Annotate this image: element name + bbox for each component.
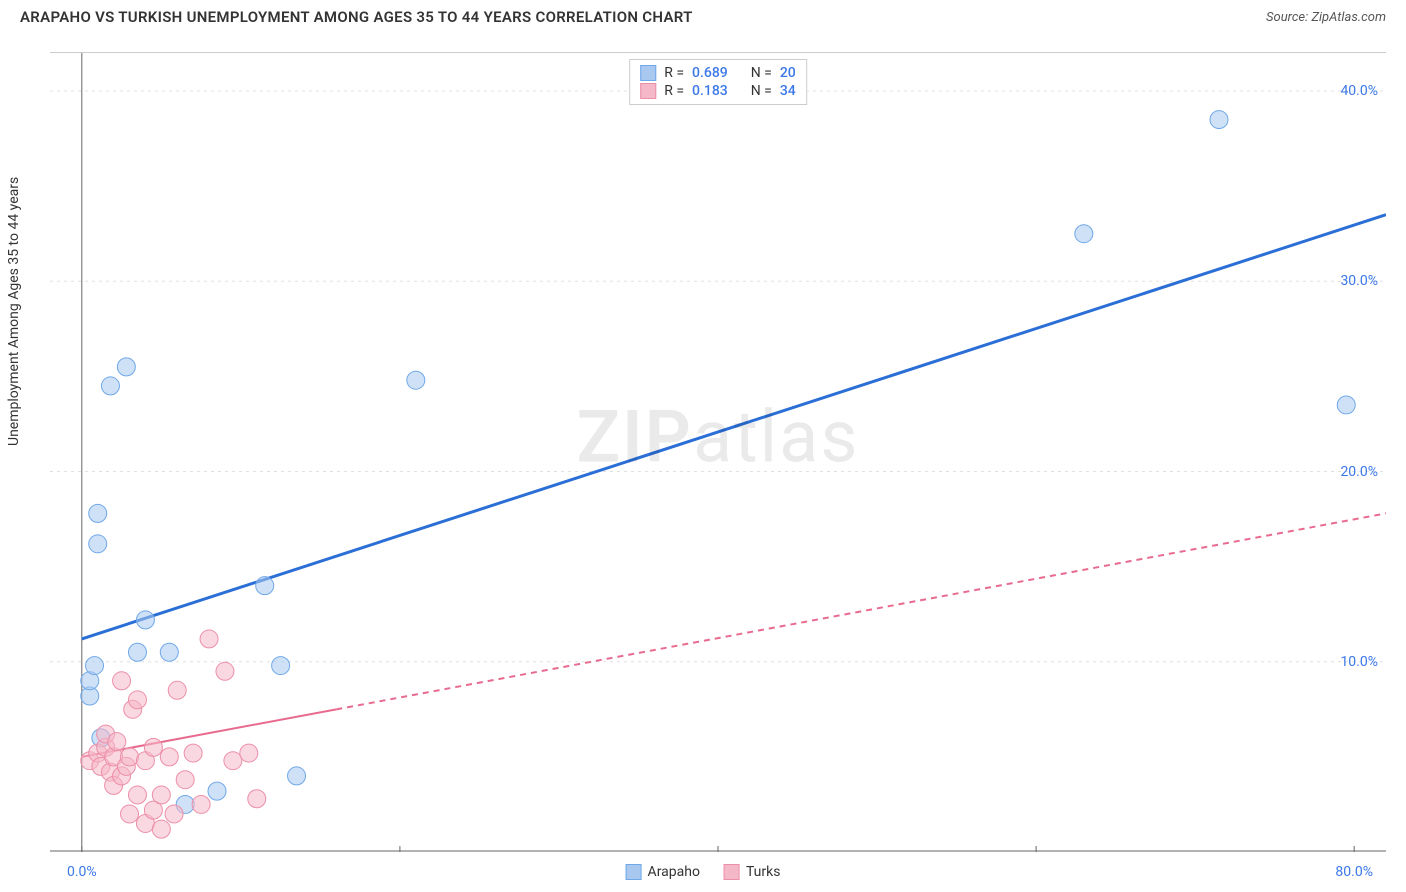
n-label: N = (751, 65, 772, 81)
legend-swatch-turks (724, 864, 740, 880)
legend-item-turks: Turks (724, 864, 781, 880)
legend-swatch-arapaho (626, 864, 642, 880)
source-attribution: Source: ZipAtlas.com (1266, 10, 1386, 25)
y-axis-label: Unemployment Among Ages 35 to 44 years (6, 177, 22, 446)
x-tick-label: 80.0% (1335, 864, 1373, 880)
swatch-arapaho (640, 65, 656, 81)
series-legend: Arapaho Turks (626, 864, 781, 880)
legend-label-turks: Turks (746, 864, 781, 880)
stats-legend: R = 0.689 N = 20 R = 0.183 N = 34 (629, 59, 807, 105)
legend-label-arapaho: Arapaho (648, 864, 700, 880)
y-tick-label: 40.0% (1340, 83, 1378, 99)
n-value-turks: 34 (780, 83, 796, 99)
legend-item-arapaho: Arapaho (626, 864, 700, 880)
y-tick-label: 10.0% (1340, 654, 1378, 670)
swatch-turks (640, 83, 656, 99)
plot-area: ZIPatlas R = 0.689 N = 20 R = 0.183 N = … (50, 52, 1386, 852)
scatter-plot-svg (50, 53, 1386, 852)
source-link[interactable]: ZipAtlas.com (1311, 10, 1386, 25)
r-value-arapaho: 0.689 (692, 65, 728, 81)
chart-header: ARAPAHO VS TURKISH UNEMPLOYMENT AMONG AG… (0, 0, 1406, 30)
chart-title: ARAPAHO VS TURKISH UNEMPLOYMENT AMONG AG… (20, 8, 693, 26)
y-tick-label: 30.0% (1340, 273, 1378, 289)
r-value-turks: 0.183 (692, 83, 728, 99)
y-tick-label: 20.0% (1340, 464, 1378, 480)
n-label: N = (751, 83, 772, 99)
x-tick-label: 0.0% (67, 864, 97, 880)
r-label: R = (664, 65, 684, 81)
source-prefix: Source: (1266, 10, 1311, 25)
r-label: R = (664, 83, 684, 99)
stats-row-arapaho: R = 0.689 N = 20 (640, 64, 796, 82)
n-value-arapaho: 20 (780, 65, 796, 81)
stats-row-turks: R = 0.183 N = 34 (640, 82, 796, 100)
